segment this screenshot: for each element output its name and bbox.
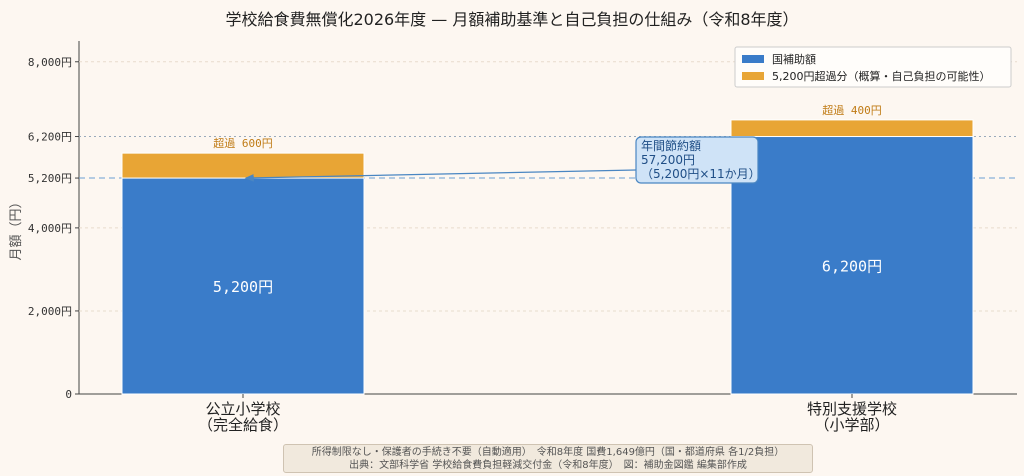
x-tick-label: （完全給食） [198, 416, 288, 434]
x-tick-label: 特別支援学校 [807, 400, 897, 418]
legend-label-national: 国補助額 [772, 52, 816, 66]
footer-line-2: 出典：文部科学省 学校給食費負担軽減交付金（令和8年度） 図：補助金図鑑 編集部… [349, 460, 747, 471]
legend-label-excess: 5,200円超過分（概算・自己負担の可能性） [772, 69, 991, 83]
annotation-line-2: 57,200円 [641, 153, 695, 167]
bar-excess [121, 152, 365, 179]
y-tick-label: 0 [65, 388, 72, 401]
excess-value-label: 超過 600円 [213, 136, 273, 150]
x-tick-label: （小学部） [814, 416, 889, 434]
chart-title: 学校給食費無償化2026年度 — 月額補助基準と自己負担の仕組み（令和8年度） [225, 10, 799, 29]
bar-national-subsidy [121, 177, 365, 395]
y-tick-label: 2,000円 [28, 305, 72, 318]
source-footer: 所得制限なし・保護者の手続き不要（自動適用） 令和8年度 国費1,649億円（国… [283, 444, 813, 473]
y-tick-label: 5,200円 [28, 172, 72, 185]
bar-value-label: 6,200円 [822, 257, 882, 275]
legend-swatch-national [742, 55, 764, 63]
bar-excess [730, 119, 974, 138]
y-axis-label: 月額（円） [9, 195, 24, 260]
legend: 国補助額 5,200円超過分（概算・自己負担の可能性） [734, 46, 1012, 88]
y-tick-label: 6,200円 [28, 131, 72, 144]
annotation-box [635, 136, 759, 184]
bar-value-label: 5,200円 [213, 278, 273, 296]
annotation-line-3: （5,200円×11か月） [641, 167, 761, 181]
annotation-line-1: 年間節約額 [641, 138, 701, 153]
annual-savings-annotation: 年間節約額 57,200円 （5,200円×11か月） [244, 136, 761, 184]
y-tick-label: 8,000円 [28, 56, 72, 69]
excess-value-label: 超過 400円 [822, 103, 882, 117]
x-tick-label: 公立小学校 [205, 400, 280, 418]
bar-national-subsidy [730, 136, 974, 395]
y-tick-label: 4,000円 [28, 222, 72, 235]
footer-line-1: 所得制限なし・保護者の手続き不要（自動適用） 令和8年度 国費1,649億円（国… [311, 447, 785, 458]
annotation-arrow [244, 169, 638, 182]
legend-swatch-excess [742, 72, 764, 80]
